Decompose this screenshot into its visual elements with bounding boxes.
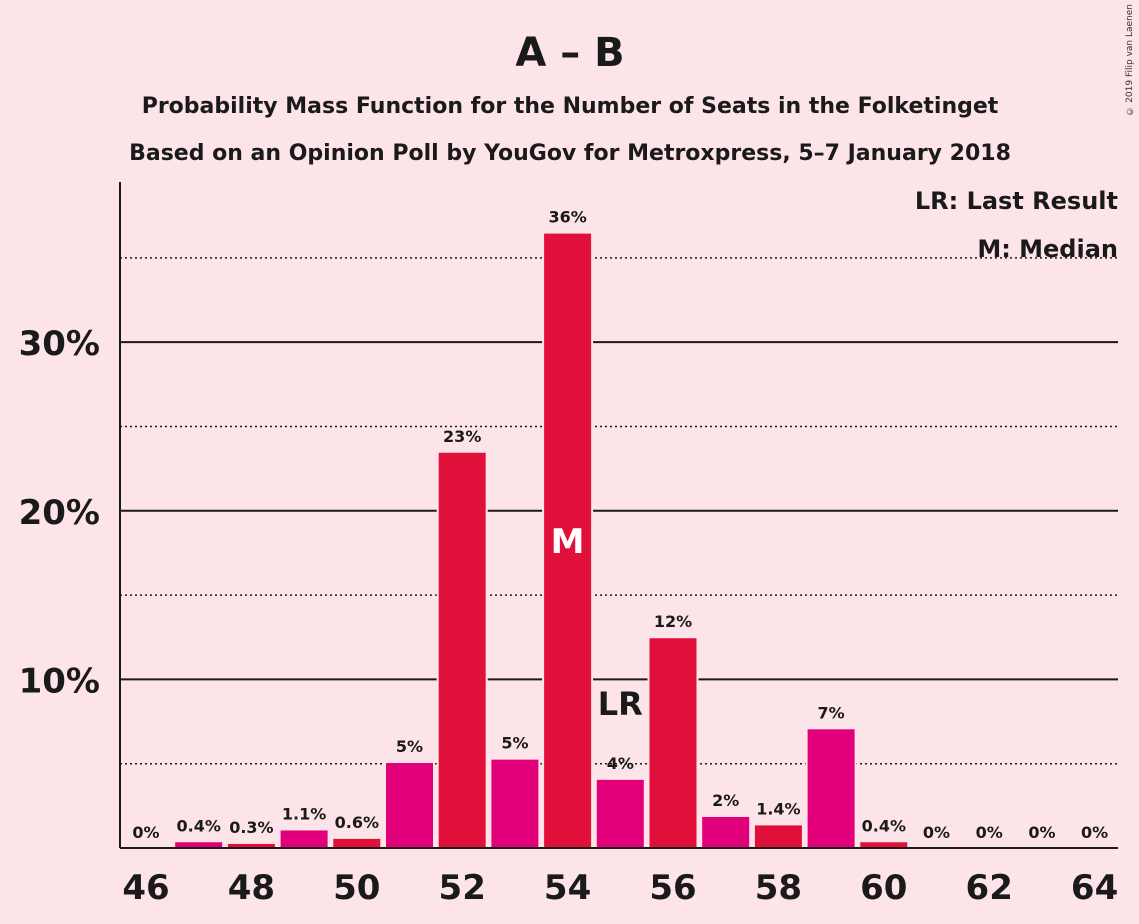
x-tick-label: 62 [966, 868, 1013, 908]
data-label-seat-51: 5% [396, 737, 423, 756]
bar-seat-60 [858, 840, 910, 849]
data-label-seat-56: 12% [654, 612, 692, 631]
legend-last-result: LR: Last Result [915, 187, 1118, 215]
x-tick-label: 54 [544, 868, 591, 908]
bar-seat-50 [331, 836, 383, 850]
data-label-seat-58: 1.4% [756, 799, 800, 818]
x-tick-label: 46 [122, 868, 169, 908]
bar-seat-57 [700, 814, 752, 849]
y-tick-label: 20% [19, 493, 100, 533]
last-result-marker: LR [598, 685, 643, 723]
data-label-seat-54: 36% [548, 208, 586, 227]
data-label-seat-47: 0.4% [177, 816, 221, 835]
chart-subtitle-line1: Probability Mass Function for the Number… [142, 94, 999, 119]
x-tick-label: 58 [755, 868, 802, 908]
data-labels: 0% 0.4% 0.3% 1.1% 0.6% 5% 23% 5% 36% 4% 12% 2% 1.4% 7… [132, 208, 1108, 842]
x-tick-label: 52 [439, 868, 486, 908]
data-label-seat-48: 0.3% [229, 818, 273, 837]
legend-median: M: Median [977, 235, 1118, 263]
data-label-seat-61: 0% [923, 823, 950, 842]
data-label-seat-53: 5% [501, 734, 528, 753]
gridlines [120, 257, 1118, 765]
bar-seat-56 [647, 636, 699, 849]
data-label-seat-62: 0% [976, 823, 1003, 842]
median-marker: M [551, 522, 585, 562]
bar-seat-59 [805, 727, 857, 850]
y-tick-label: 10% [19, 661, 100, 701]
x-tick-label: 64 [1071, 868, 1118, 908]
data-label-seat-52: 23% [443, 427, 481, 446]
bar-seat-47 [173, 840, 225, 849]
axes: 10% 20% 30% 46 48 50 52 54 56 58 60 62 64 [19, 182, 1118, 908]
x-tick-label: 60 [860, 868, 907, 908]
data-label-seat-63: 0% [1028, 823, 1055, 842]
data-label-seat-46: 0% [132, 823, 159, 842]
x-tick-label: 56 [649, 868, 696, 908]
bar-seat-51 [384, 761, 435, 850]
data-label-seat-64: 0% [1081, 823, 1108, 842]
x-tick-label: 48 [228, 868, 275, 908]
chart-subtitle-line2: Based on an Opinion Poll by YouGov for M… [129, 141, 1011, 166]
bar-seat-49 [278, 828, 330, 850]
bar-seat-54 [542, 231, 594, 849]
data-label-seat-50: 0.6% [335, 813, 379, 832]
bar-seat-58 [752, 823, 804, 850]
data-label-seat-57: 2% [712, 791, 739, 810]
y-tick-label: 30% [19, 324, 100, 364]
bars [173, 231, 910, 850]
x-tick-label: 50 [333, 868, 380, 908]
data-label-seat-60: 0.4% [862, 816, 906, 835]
bar-seat-55 [594, 777, 646, 850]
chart-title: A – B [515, 30, 624, 76]
data-label-seat-59: 7% [818, 703, 845, 722]
bar-seat-53 [489, 757, 541, 850]
bar-seat-52 [436, 450, 488, 849]
data-label-seat-55: 4% [607, 754, 634, 773]
data-label-seat-49: 1.1% [282, 804, 326, 823]
